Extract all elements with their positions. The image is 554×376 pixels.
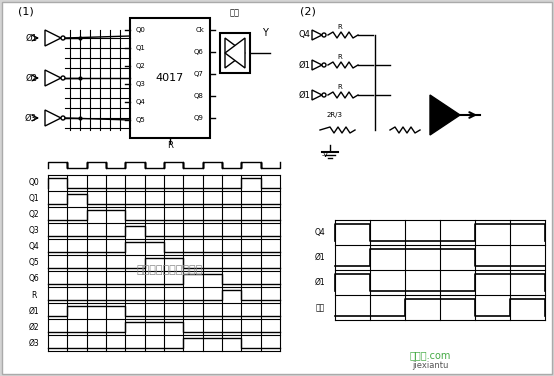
Text: Ø1: Ø1 xyxy=(315,253,325,262)
Text: Q3: Q3 xyxy=(136,81,146,87)
Text: Ø1: Ø1 xyxy=(25,33,37,42)
Text: Ø1: Ø1 xyxy=(298,91,310,100)
Text: R: R xyxy=(337,54,342,60)
Text: Q4: Q4 xyxy=(315,228,325,237)
Text: Ø1: Ø1 xyxy=(29,306,39,315)
Circle shape xyxy=(61,76,65,80)
Polygon shape xyxy=(312,60,322,70)
Bar xyxy=(130,18,210,138)
Text: -V: -V xyxy=(321,152,329,158)
Text: 杭州将春科技有限公司: 杭州将春科技有限公司 xyxy=(137,265,203,275)
Text: Q7: Q7 xyxy=(194,71,204,77)
Polygon shape xyxy=(430,95,460,135)
Text: Ø2: Ø2 xyxy=(29,323,39,332)
Text: Ø3: Ø3 xyxy=(25,114,37,123)
Polygon shape xyxy=(225,38,245,68)
Text: Ø1: Ø1 xyxy=(298,61,310,70)
Text: (2): (2) xyxy=(300,7,316,17)
Text: jiexiantu: jiexiantu xyxy=(412,361,448,370)
Text: R: R xyxy=(167,141,173,150)
Text: Q6: Q6 xyxy=(194,49,204,55)
Text: Q5: Q5 xyxy=(29,259,39,267)
Text: Q3: Q3 xyxy=(29,226,39,235)
Polygon shape xyxy=(225,38,245,68)
Text: 4017: 4017 xyxy=(156,73,184,83)
Text: 2R/3: 2R/3 xyxy=(327,112,343,118)
Polygon shape xyxy=(45,110,61,126)
Circle shape xyxy=(61,116,65,120)
Text: 时钟: 时钟 xyxy=(230,9,240,18)
Polygon shape xyxy=(45,70,61,86)
Circle shape xyxy=(322,93,326,97)
Text: (1): (1) xyxy=(18,7,34,17)
Text: Q5: Q5 xyxy=(136,117,146,123)
Text: Q2: Q2 xyxy=(136,63,146,69)
Text: Q6: Q6 xyxy=(29,274,39,284)
Text: Q0: Q0 xyxy=(136,27,146,33)
Circle shape xyxy=(61,36,65,40)
Text: Ø1: Ø1 xyxy=(315,278,325,287)
Text: Q8: Q8 xyxy=(194,93,204,99)
Text: R: R xyxy=(32,291,37,300)
Text: Q4: Q4 xyxy=(29,243,39,252)
Polygon shape xyxy=(45,30,61,46)
Bar xyxy=(220,33,250,73)
Circle shape xyxy=(322,33,326,37)
Polygon shape xyxy=(312,90,322,100)
Text: Q1: Q1 xyxy=(136,45,146,51)
Text: R: R xyxy=(337,24,342,30)
Text: Ø3: Ø3 xyxy=(29,338,39,347)
Text: Y: Y xyxy=(262,28,268,38)
Text: Q4: Q4 xyxy=(136,99,146,105)
Text: 接线图.com: 接线图.com xyxy=(409,350,451,360)
Text: Q1: Q1 xyxy=(29,194,39,203)
Text: Q9: Q9 xyxy=(194,115,204,121)
Polygon shape xyxy=(312,30,322,40)
Text: Q4: Q4 xyxy=(298,30,310,39)
Text: R: R xyxy=(337,84,342,90)
Text: Ø2: Ø2 xyxy=(25,73,37,82)
Circle shape xyxy=(322,63,326,67)
Text: Ck: Ck xyxy=(195,27,204,33)
Text: 输出: 输出 xyxy=(315,303,325,312)
Text: Q2: Q2 xyxy=(29,211,39,220)
Text: Q0: Q0 xyxy=(29,179,39,188)
